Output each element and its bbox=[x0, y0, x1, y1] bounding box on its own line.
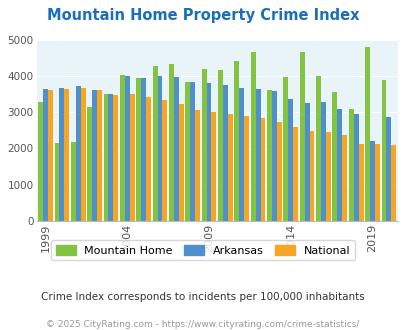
Bar bbox=[71, 142, 76, 221]
Bar bbox=[54, 143, 59, 221]
Bar bbox=[234, 61, 239, 221]
Bar bbox=[292, 127, 297, 221]
Bar bbox=[81, 88, 85, 221]
Bar bbox=[136, 78, 141, 221]
Bar bbox=[48, 90, 53, 221]
Bar bbox=[348, 109, 353, 221]
Bar bbox=[152, 66, 157, 221]
Bar bbox=[130, 94, 134, 221]
Bar bbox=[146, 97, 151, 221]
Bar bbox=[59, 88, 64, 221]
Bar bbox=[162, 100, 167, 221]
Bar bbox=[227, 114, 232, 221]
Bar bbox=[283, 77, 288, 221]
Bar bbox=[195, 110, 200, 221]
Bar bbox=[315, 76, 320, 221]
Bar bbox=[309, 131, 314, 221]
Bar bbox=[369, 141, 374, 221]
Bar bbox=[124, 76, 130, 221]
Bar bbox=[304, 103, 309, 221]
Text: Crime Index corresponds to incidents per 100,000 inhabitants: Crime Index corresponds to incidents per… bbox=[41, 292, 364, 302]
Text: Mountain Home Property Crime Index: Mountain Home Property Crime Index bbox=[47, 8, 358, 23]
Bar bbox=[141, 78, 146, 221]
Bar bbox=[381, 80, 386, 221]
Bar bbox=[255, 89, 260, 221]
Bar bbox=[386, 117, 390, 221]
Bar bbox=[190, 82, 195, 221]
Bar bbox=[97, 90, 102, 221]
Bar bbox=[332, 92, 337, 221]
Bar bbox=[103, 94, 108, 221]
Bar bbox=[364, 47, 369, 221]
Bar bbox=[168, 64, 173, 221]
Bar bbox=[222, 85, 227, 221]
Bar bbox=[201, 69, 206, 221]
Bar bbox=[119, 75, 124, 221]
Bar bbox=[337, 109, 341, 221]
Bar bbox=[288, 99, 292, 221]
Bar bbox=[320, 102, 325, 221]
Bar bbox=[206, 83, 211, 221]
Bar bbox=[64, 88, 69, 221]
Bar bbox=[271, 91, 276, 221]
Bar bbox=[358, 144, 362, 221]
Bar bbox=[43, 88, 48, 221]
Bar bbox=[185, 82, 190, 221]
Bar bbox=[178, 104, 183, 221]
Bar bbox=[353, 114, 358, 221]
Bar bbox=[173, 77, 178, 221]
Bar bbox=[266, 90, 271, 221]
Bar bbox=[211, 112, 216, 221]
Bar bbox=[374, 144, 379, 221]
Text: © 2025 CityRating.com - https://www.cityrating.com/crime-statistics/: © 2025 CityRating.com - https://www.city… bbox=[46, 320, 359, 329]
Bar bbox=[157, 76, 162, 221]
Legend: Mountain Home, Arkansas, National: Mountain Home, Arkansas, National bbox=[51, 241, 354, 260]
Bar bbox=[341, 135, 346, 221]
Bar bbox=[92, 90, 97, 221]
Bar bbox=[250, 52, 255, 221]
Bar bbox=[87, 107, 92, 221]
Bar bbox=[276, 122, 281, 221]
Bar bbox=[325, 132, 330, 221]
Bar bbox=[243, 116, 249, 221]
Bar bbox=[239, 87, 243, 221]
Bar bbox=[38, 102, 43, 221]
Bar bbox=[390, 145, 395, 221]
Bar bbox=[113, 95, 118, 221]
Bar bbox=[108, 94, 113, 221]
Bar bbox=[260, 117, 265, 221]
Bar bbox=[299, 52, 304, 221]
Bar bbox=[76, 86, 81, 221]
Bar bbox=[217, 70, 222, 221]
